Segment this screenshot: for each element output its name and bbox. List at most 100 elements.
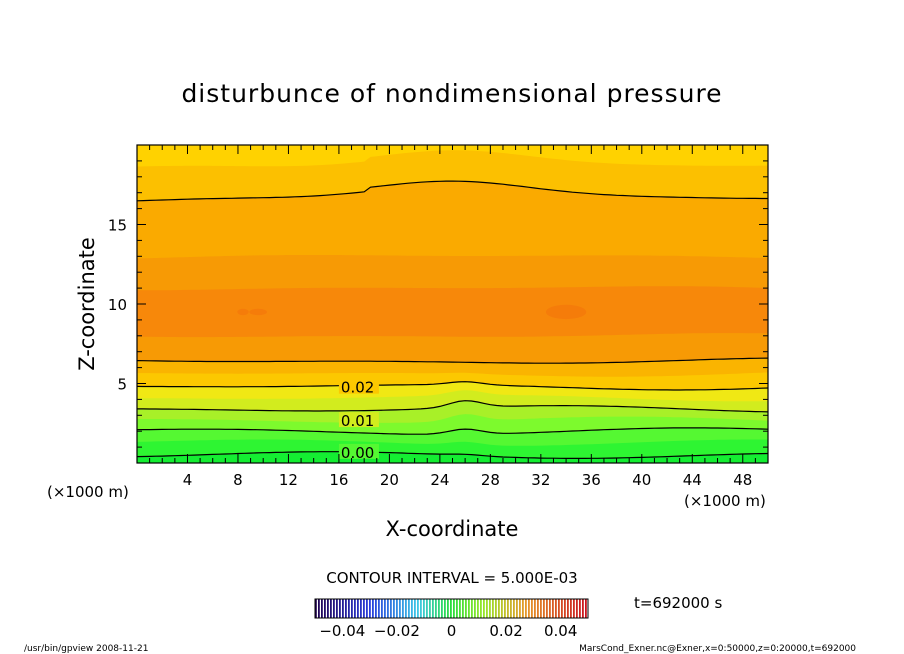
- colorbar-swatch: [441, 599, 443, 618]
- colorbar-swatch: [408, 599, 410, 618]
- colorbar-swatch: [474, 599, 476, 618]
- colorbar-swatch: [447, 599, 449, 618]
- colorbar-ticks: −0.04 −0.02 0 0.02 0.04: [319, 622, 577, 640]
- colorbar-swatch: [414, 599, 416, 618]
- y-tick-label: 5: [117, 376, 127, 394]
- x-tick-label: 16: [329, 471, 348, 489]
- colorbar-swatch: [537, 599, 539, 618]
- contour-label: 0.01: [341, 412, 374, 430]
- colorbar-swatch: [405, 599, 407, 618]
- contour-line-2: [137, 427, 768, 435]
- colorbar-swatch: [387, 599, 389, 618]
- colorbar-swatch: [330, 599, 332, 618]
- colorbar-swatch: [495, 599, 497, 618]
- colorbar-tick-label: 0.04: [544, 622, 577, 640]
- x-tick-label: 28: [481, 471, 500, 489]
- colorbar-swatch: [366, 599, 368, 618]
- colorbar-swatch: [363, 599, 365, 618]
- colorbar-swatch: [327, 599, 329, 618]
- colorbar-swatch: [456, 599, 458, 618]
- colorbar-swatch: [381, 599, 383, 618]
- contour-line-8: [137, 357, 768, 364]
- colorbar-swatch: [483, 599, 485, 618]
- contour-line-0: [137, 451, 768, 459]
- colorbar-swatch: [501, 599, 503, 618]
- colorbar-swatch: [573, 599, 575, 618]
- colorbar-swatch: [396, 599, 398, 618]
- contour-label: 0.02: [341, 379, 374, 397]
- colorbar-swatch: [315, 599, 317, 618]
- colorbar-swatch: [498, 599, 500, 618]
- colorbar-swatch: [528, 599, 530, 618]
- colorbar-swatch: [339, 599, 341, 618]
- colorbar-swatch: [534, 599, 536, 618]
- colorbar-swatch: [522, 599, 524, 618]
- colorbar-swatch: [453, 599, 455, 618]
- colorbar-swatch: [348, 599, 350, 618]
- colorbar-swatch: [519, 599, 521, 618]
- footer-left: /usr/bin/gpview 2008-11-21: [24, 644, 148, 654]
- colorbar-swatch: [354, 599, 356, 618]
- colorbar-swatch: [357, 599, 359, 618]
- colorbar-swatch: [423, 599, 425, 618]
- colorbar-swatch: [561, 599, 563, 618]
- colorbar-swatch: [360, 599, 362, 618]
- colorbar-swatch: [552, 599, 554, 618]
- colorbar-swatch: [429, 599, 431, 618]
- colorbar-tick-label: 0.02: [489, 622, 522, 640]
- colorbar-swatch: [462, 599, 464, 618]
- x-tick-label: 4: [183, 471, 193, 489]
- x-tick-label: 48: [733, 471, 752, 489]
- colorbar-swatch: [333, 599, 335, 618]
- min-patch-0: [237, 308, 249, 316]
- filled-contours: [137, 145, 768, 463]
- y-tick-label: 10: [108, 296, 127, 314]
- colorbar-swatch: [402, 599, 404, 618]
- x-unit-right: (×1000 m): [684, 492, 766, 510]
- colorbar-swatch: [540, 599, 542, 618]
- colorbar-swatch: [450, 599, 452, 618]
- colorbar-swatch: [369, 599, 371, 618]
- colorbar-swatch: [336, 599, 338, 618]
- colorbar-swatch: [390, 599, 392, 618]
- x-tick-label: 24: [430, 471, 449, 489]
- colorbar-swatch: [384, 599, 386, 618]
- colorbar-tick-label: −0.02: [374, 622, 420, 640]
- colorbar-swatch: [372, 599, 374, 618]
- contour-labels: 0.02 0.01 0.00: [338, 378, 379, 462]
- colorbar-swatch: [345, 599, 347, 618]
- colorbar: [315, 599, 587, 618]
- colorbar-swatch: [471, 599, 473, 618]
- colorbar-swatch: [567, 599, 569, 618]
- colorbar-swatch: [477, 599, 479, 618]
- y-axis-ticks: 5 10 15: [108, 160, 768, 448]
- contour-label-bg: [338, 378, 379, 394]
- x-tick-label: 12: [279, 471, 298, 489]
- footer-right: MarsCond_Exner.nc@Exner,x=0:50000,z=0:20…: [579, 644, 856, 654]
- min-patch-2: [545, 304, 587, 320]
- colorbar-swatch: [549, 599, 551, 618]
- x-axis-label: X-coordinate: [386, 517, 519, 541]
- contour-line-4: [137, 400, 768, 413]
- colorbar-swatch: [564, 599, 566, 618]
- colorbar-swatch: [420, 599, 422, 618]
- x-axis-ticks: 4 8 12 16 20 24 28 32 36 40 44 48: [149, 145, 756, 489]
- x-tick-label: 40: [632, 471, 651, 489]
- colorbar-swatch: [432, 599, 434, 618]
- colorbar-swatch: [468, 599, 470, 618]
- colorbar-swatch: [321, 599, 323, 618]
- colorbar-swatch: [531, 599, 533, 618]
- colorbar-swatch: [525, 599, 527, 618]
- colorbar-swatch: [351, 599, 353, 618]
- x-tick-label: 20: [380, 471, 399, 489]
- colorbar-swatch: [582, 599, 584, 618]
- contour-interval: CONTOUR INTERVAL = 5.000E-03: [326, 569, 577, 587]
- colorbar-swatch: [342, 599, 344, 618]
- colorbar-swatch: [378, 599, 380, 618]
- colorbar-swatch: [318, 599, 320, 618]
- colorbar-swatch: [513, 599, 515, 618]
- colorbar-swatch: [510, 599, 512, 618]
- colorbar-swatch: [489, 599, 491, 618]
- contour-lines: [137, 180, 768, 459]
